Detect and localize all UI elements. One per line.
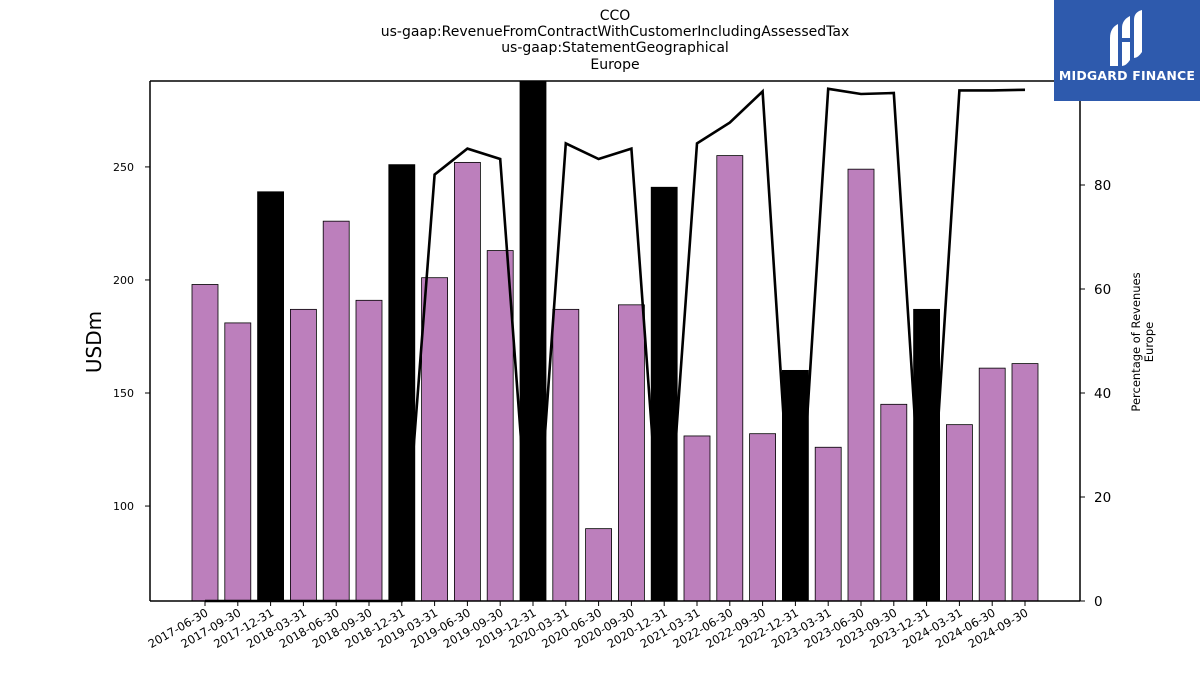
chart-title-line-2: us-gaap:RevenueFromContractWithCustomerI… xyxy=(381,24,850,40)
bar-2020-06-30 xyxy=(585,528,612,602)
left-tick-label: 100 xyxy=(113,500,134,513)
bar-2017-09-30 xyxy=(224,322,252,602)
bar-2023-09-30 xyxy=(880,403,908,602)
bar-2019-09-30 xyxy=(486,250,514,602)
bar-2022-06-30 xyxy=(716,155,744,602)
bar-2024-09-30 xyxy=(1011,363,1039,602)
y-axis-label: USDm xyxy=(82,311,106,373)
bar-2023-06-30 xyxy=(847,168,875,602)
bar-2019-06-30 xyxy=(453,161,481,602)
bar-2019-03-31 xyxy=(421,277,449,602)
bar-2022-12-31 xyxy=(782,369,809,602)
right-tick-label: 60 xyxy=(1094,282,1111,298)
left-axis-ticks: 100 150 200 250 xyxy=(113,161,150,513)
bar-2017-12-31 xyxy=(257,191,285,602)
bar-2020-12-31 xyxy=(650,186,678,602)
left-tick-label: 250 xyxy=(113,161,134,174)
bar-2018-09-30 xyxy=(355,299,383,602)
y2-axis-label-line-2: Europe xyxy=(1142,322,1156,362)
x-axis-ticks: 2017-06-302017-09-302017-12-312018-03-31… xyxy=(146,601,1031,651)
chart-title-line-4: Europe xyxy=(590,57,639,73)
y2-axis-label: Percentage of Revenues Europe xyxy=(1129,272,1156,411)
bar-2020-03-31 xyxy=(552,308,580,602)
bar-2022-09-30 xyxy=(749,433,776,602)
bar-2018-03-31 xyxy=(289,308,317,602)
bar-2024-06-30 xyxy=(978,367,1006,602)
bar-2023-03-31 xyxy=(814,446,842,602)
chart-title-line-3: us-gaap:StatementGeographical xyxy=(501,40,729,56)
bar-series xyxy=(191,80,1039,602)
right-tick-label: 20 xyxy=(1094,490,1111,506)
chart-title-line-1: CCO xyxy=(600,8,631,24)
bar-2021-03-31 xyxy=(683,435,711,602)
bar-2018-12-31 xyxy=(388,164,416,602)
left-tick-label: 200 xyxy=(113,274,134,287)
bar-2018-06-30 xyxy=(322,220,350,602)
bar-2020-09-30 xyxy=(618,304,645,602)
logo-mark-icon xyxy=(1110,10,1142,66)
bar-2024-03-31 xyxy=(946,424,973,602)
logo-text: MIDGARD FINANCE xyxy=(1058,68,1196,83)
right-tick-label: 0 xyxy=(1094,594,1103,610)
bar-2019-12-31 xyxy=(519,80,547,602)
right-tick-label: 80 xyxy=(1094,178,1111,194)
left-tick-label: 150 xyxy=(113,387,134,400)
chart-title: CCO us-gaap:RevenueFromContractWithCusto… xyxy=(381,8,850,73)
axes xyxy=(149,80,1081,602)
bar-2017-06-30 xyxy=(191,284,219,602)
brand-logo: MIDGARD FINANCE xyxy=(1054,0,1200,101)
right-axis-ticks: 020406080100 xyxy=(1080,74,1120,610)
right-tick-label: 40 xyxy=(1094,386,1111,402)
y2-axis-label-line-1: Percentage of Revenues xyxy=(1129,272,1143,411)
